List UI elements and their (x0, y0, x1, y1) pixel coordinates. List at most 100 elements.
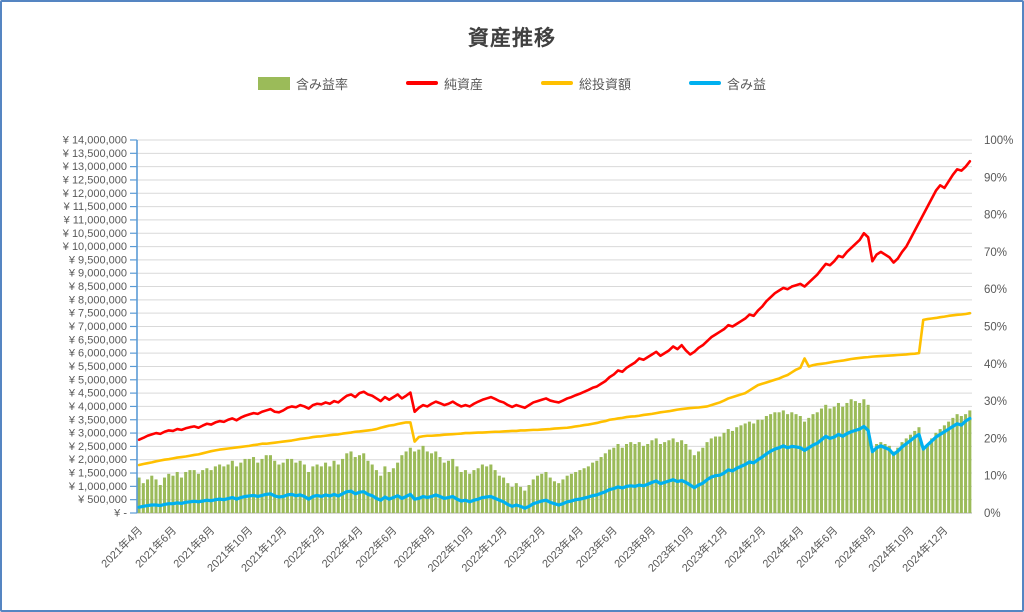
unrealized-gain-rate-bar (480, 464, 484, 513)
unrealized-gain-rate-bar (171, 475, 175, 513)
unrealized-gain-rate-bar (463, 470, 467, 513)
y-axis-label-left: ¥ 4,000,000 (68, 401, 127, 413)
unrealized-gain-rate-bar (654, 438, 658, 513)
y-axis-label-left: ¥ 13,000,000 (62, 161, 127, 173)
unrealized-gain-rate-bar (904, 438, 908, 513)
unrealized-gain-rate-bar (862, 399, 866, 513)
unrealized-gain-rate-bar (175, 471, 179, 513)
unrealized-gain-rate-bar (934, 432, 938, 513)
y-axis-label-left: ¥ 10,500,000 (62, 228, 127, 240)
unrealized-gain-rate-bar (646, 444, 650, 513)
y-axis-label-left: ¥ 3,500,000 (68, 414, 127, 426)
unrealized-gain-rate-bar (235, 466, 239, 514)
unrealized-gain-rate-bar (451, 458, 455, 513)
y-axis-label-left: ¥ 1,500,000 (68, 468, 127, 480)
unrealized-gain-rate-bar (624, 444, 629, 513)
y-axis-label-left: ¥ 500,000 (77, 494, 127, 506)
y-axis-label-right: 0% (984, 508, 1001, 520)
unrealized-gain-rate-bar (387, 471, 391, 513)
unrealized-gain-rate-bar (167, 473, 171, 513)
unrealized-gain-rate-bar (264, 455, 268, 513)
y-axis-label-right: 10% (984, 471, 1007, 483)
y-axis-label-right: 50% (984, 322, 1007, 334)
unrealized-gain-rate-bar (684, 444, 688, 513)
unrealized-gain-rate-bar (205, 468, 209, 513)
y-axis-label-left: ¥ 7,000,000 (68, 321, 127, 333)
unrealized-gain-rate-bar (794, 414, 798, 513)
y-axis-label-left: ¥ 12,500,000 (62, 174, 127, 186)
unrealized-gain-rate-bar (218, 464, 222, 513)
unrealized-gain-rate-bar (578, 470, 582, 513)
unrealized-gain-rate-bar (442, 462, 446, 513)
unrealized-gain-rate-bar (582, 468, 586, 513)
unrealized-gain-rate-bar (908, 434, 913, 513)
unrealized-gain-rate-bar (366, 460, 370, 513)
unrealized-gain-rate-bar (476, 468, 480, 513)
unrealized-gain-rate-bar (544, 471, 548, 513)
unrealized-gain-rate-bar (548, 477, 552, 513)
unrealized-gain-rate-bar (497, 475, 501, 513)
unrealized-gain-rate-bar (455, 466, 459, 514)
unrealized-gain-rate-bar (938, 429, 942, 513)
unrealized-gain-rate-bar (658, 444, 662, 513)
unrealized-gain-rate-bar (324, 462, 328, 513)
unrealized-gain-rate-bar (493, 470, 497, 513)
unrealized-gain-rate-bar (921, 447, 925, 513)
y-axis-label-left: ¥ 11,000,000 (63, 214, 127, 226)
net-assets-line (137, 160, 972, 442)
unrealized-gain-rate-bar (552, 481, 556, 513)
unrealized-gain-rate-bar (633, 444, 637, 513)
unrealized-gain-rate-bar (790, 412, 794, 513)
unrealized-gain-rate-bar (158, 485, 162, 513)
unrealized-gain-rate-bar (535, 475, 540, 513)
unrealized-gain-rate-bar (798, 416, 802, 513)
unrealized-gain-rate-bar (527, 485, 531, 513)
unrealized-gain-rate-bar (162, 477, 167, 513)
legend-item-total-investment: 総投資額 (541, 74, 631, 93)
unrealized-gain-rate-bar (230, 460, 234, 513)
unrealized-gain-rate-bar (209, 470, 213, 513)
unrealized-gain-rate-bar (421, 445, 425, 513)
bar-swatch-icon (257, 76, 290, 90)
legend-label: 含み益 (727, 76, 767, 92)
unrealized-gain-rate-bar (959, 416, 963, 513)
unrealized-gain-line (137, 416, 972, 510)
unrealized-gain-rate-bar (315, 464, 319, 513)
unrealized-gain-rate-bar (565, 475, 569, 513)
unrealized-gain-rate-bar (692, 455, 696, 513)
unrealized-gain-rate-bar (357, 455, 361, 513)
y-axis-label-right: 70% (984, 247, 1007, 259)
y-axis-label-left: ¥ 13,500,000 (62, 148, 127, 160)
y-axis-label-left: ¥ 10,000,000 (62, 241, 127, 253)
y-axis-label-left: ¥ 4,500,000 (68, 388, 127, 400)
line-swatch-icon (541, 81, 573, 85)
unrealized-gain-rate-bar (964, 414, 968, 513)
unrealized-gain-rate-bar (285, 458, 289, 513)
unrealized-gain-rate-bar (468, 473, 472, 513)
unrealized-gain-rate-bar (506, 483, 510, 513)
unrealized-gain-rate-bar (201, 470, 205, 513)
line-swatch-icon (405, 81, 438, 85)
unrealized-gain-rate-bar (836, 402, 840, 513)
total-investment-line (137, 311, 972, 467)
unrealized-gain-rate-bar (391, 468, 395, 513)
unrealized-gain-rate-bar (586, 466, 590, 514)
unrealized-gain-rate-bar (514, 483, 518, 513)
unrealized-gain-rate-bar (239, 462, 243, 513)
unrealized-gain-rate-bar (819, 408, 823, 513)
unrealized-gain-rate-bar (900, 442, 904, 513)
unrealized-gain-rate-bar (328, 466, 332, 514)
legend-item-unrealized-gain: 含み益 (689, 74, 766, 93)
unrealized-gain-rate-bar (434, 451, 438, 513)
unrealized-gain-rate-bar (815, 412, 819, 513)
unrealized-gain-rate-bar (141, 483, 145, 513)
unrealized-gain-rate-bar (845, 402, 849, 513)
y-axis-label-left: ¥ 5,500,000 (68, 361, 127, 373)
unrealized-gain-rate-bar (853, 401, 857, 513)
y-axis-label-left: ¥ 3,000,000 (68, 428, 127, 440)
unrealized-gain-rate-bar (311, 466, 315, 514)
unrealized-gain-rate-bar (747, 421, 751, 513)
unrealized-gain-rate-bar (870, 449, 874, 513)
unrealized-gain-rate-bar (510, 486, 514, 513)
unrealized-gain-rate-bar (803, 421, 807, 513)
